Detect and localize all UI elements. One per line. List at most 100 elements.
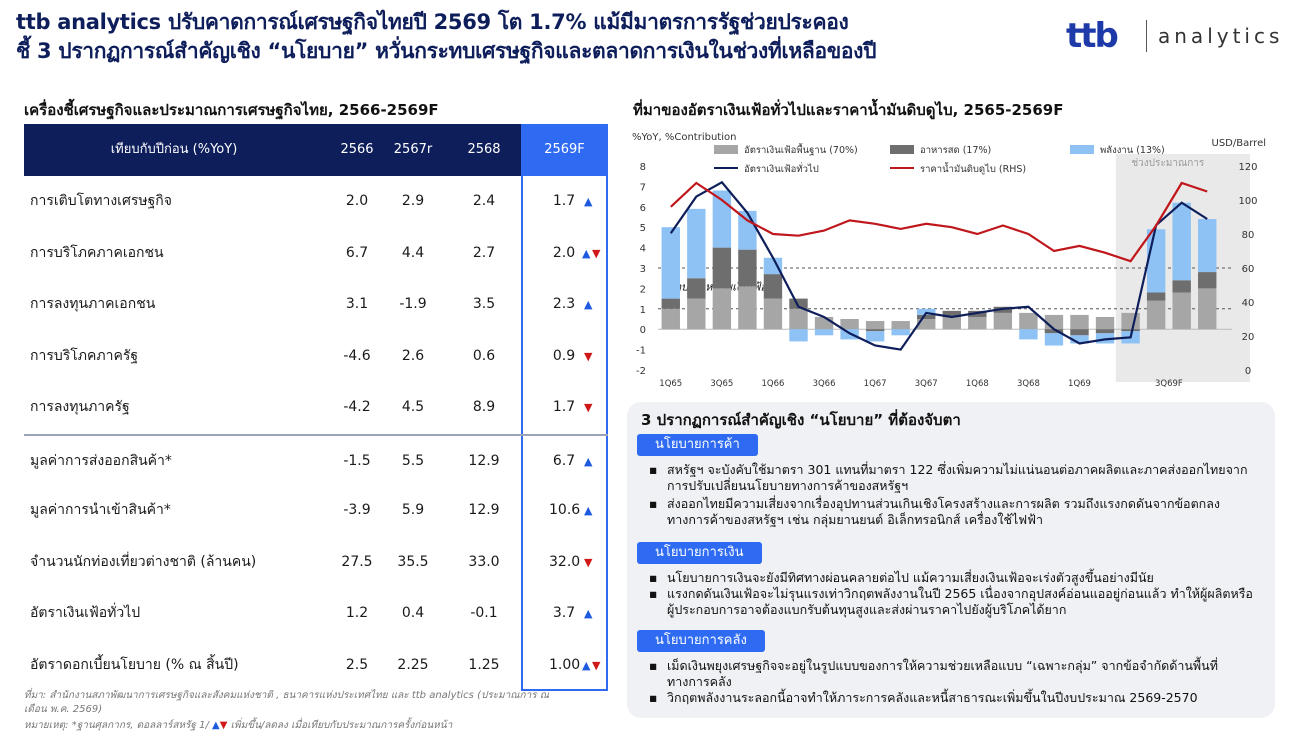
cell-2567r: 4.5 — [401, 399, 425, 415]
revision-up-icon: ▲ — [584, 195, 593, 208]
legend-label: อัตราเงินเฟ้อทั่วไป — [744, 162, 819, 175]
bar-segment — [865, 331, 885, 342]
header-cell-2567r: 2567r — [393, 142, 433, 157]
legend-label: อัตราเงินเฟ้อพื้นฐาน (70%) — [744, 143, 858, 156]
revision-up-icon: ▲ — [582, 246, 591, 260]
footnote-note-suffix: เพิ่มขึ้น/ลดลง เมื่อเทียบกับประมาณการครั… — [230, 720, 453, 731]
cell-2568: 33.0 — [468, 553, 500, 570]
left-tick-label: 8 — [640, 162, 646, 173]
revision-down-icon: ▼ — [584, 349, 593, 363]
row-label: มูลค่าการนำเข้าสินค้า* — [30, 502, 171, 518]
bar-segment — [993, 312, 1013, 330]
policy-bullet: ▪ เม็ดเงินพยุงเศรษฐกิจจะอยู่ในรูปแบบของกา… — [649, 658, 1259, 690]
cell-2569f: 1.7 — [552, 399, 576, 415]
inflation-oil-chart: ช่วงประมาณการ %YoY, %Contribution USD/Barr… — [632, 132, 1266, 389]
left-tick-label: 5 — [640, 223, 646, 234]
bar-segment — [687, 208, 706, 279]
bar-segment — [1146, 229, 1166, 293]
policy-bullet-text: สหรัฐฯ จะบังคับใช้มาตรา 301 แทนที่มาตรา … — [667, 462, 1248, 493]
right-tick-label: 100 — [1238, 196, 1257, 207]
bar-segment — [891, 321, 910, 330]
table-row: การบริโภคภาคเอกชน 6.7 4.4 2.7 2.0 ▲ ▼ — [24, 228, 608, 280]
legend-swatch — [714, 145, 738, 154]
row-label: อัตราดอกเบี้ยนโยบาย (% ณ สิ้นปี) — [30, 656, 239, 673]
row-label: มูลค่าการส่งออกสินค้า* — [30, 452, 172, 469]
policy-bullet: ▪ แรงกดดันเงินเฟ้อจะไม่รุนแรงเท่าวิกฤตพลั… — [649, 586, 1259, 618]
bar-segment — [763, 257, 783, 275]
bar-segment — [1172, 202, 1191, 281]
bar-segment — [891, 329, 910, 336]
bar-segment — [968, 316, 987, 330]
bar-segment — [1198, 219, 1217, 273]
left-tick-label: 4 — [640, 244, 646, 255]
left-tick-label: 7 — [640, 182, 646, 193]
page-title-line-2: ชี้ 3 ปรากฏการณ์สำคัญเชิง “นโยบาย” หวั่น… — [16, 39, 877, 63]
table-row: จำนวนนักท่องเที่ยวต่างชาติ (ล้านคน) 27.5 3… — [24, 537, 608, 589]
policy-bullet: ▪ ส่งออกไทยมีความเสี่ยงจากเรื่องอุปทานส่ว… — [649, 496, 1259, 528]
right-tick-label: 120 — [1238, 162, 1257, 173]
policy-tag: นโยบายการคลัง — [637, 630, 765, 652]
bar-segment — [814, 316, 834, 330]
oil-price-line — [670, 181, 1208, 263]
cell-2569f: 10.6 — [549, 502, 581, 518]
revision-up-icon: ▲ — [584, 298, 593, 311]
left-tick-label: 0 — [640, 325, 646, 336]
cell-2569f: 0.9 — [552, 347, 576, 364]
bar-segment — [1070, 314, 1089, 330]
cell-2567r: 2.9 — [401, 193, 425, 209]
x-tick-label: 3Q66 — [813, 379, 836, 389]
x-tick-label: 1Q65 — [659, 379, 682, 389]
table-header: เทียบกับปีก่อน (%YoY) 2566 2567r 2568 25… — [24, 124, 608, 176]
cell-2567r: 2.6 — [401, 347, 425, 364]
logo-subtext: analytics — [1158, 24, 1284, 48]
bar-segment — [789, 298, 808, 309]
policy-bullet-text: ส่งออกไทยมีความเสี่ยงจากเรื่องอุปทานส่วน… — [667, 496, 1221, 527]
bar-segment — [712, 288, 732, 330]
table-row: อัตราเงินเฟ้อทั่วไป 1.2 0.4 -0.1 3.7 ▲ — [24, 588, 608, 640]
ttb-analytics-logo: ttb analytics — [1066, 18, 1296, 58]
cell-2568: 1.25 — [468, 656, 500, 673]
cell-2566: -3.9 — [343, 502, 371, 518]
left-tick-label: 6 — [640, 203, 646, 214]
x-tick-label: 3Q69F — [1155, 379, 1183, 389]
cell-2566: 27.5 — [341, 553, 373, 570]
table-row: มูลค่าการนำเข้าสินค้า* -3.9 5.9 12.9 10.6 ▲ — [24, 485, 608, 537]
x-tick-label: 1Q69 — [1068, 379, 1091, 389]
header-cell-2566: 2566 — [340, 142, 374, 157]
cell-2566: 6.7 — [345, 244, 369, 261]
bar-segment — [1198, 272, 1217, 289]
left-tick-label: 2 — [640, 284, 646, 295]
revision-down-icon: ▼ — [584, 401, 593, 414]
economic-forecast-table: เทียบกับปีก่อน (%YoY) 2566 2567r 2568 25… — [24, 124, 608, 691]
cell-2566: 1.2 — [345, 605, 369, 621]
bar-segment — [1019, 329, 1038, 340]
x-tick-label: 1Q67 — [864, 379, 887, 389]
bar-segment — [1198, 288, 1217, 330]
policy-bullet: ▪ วิกฤตพลังงานระลอกนี้อาจทำให้ภาระการคลัง… — [649, 690, 1259, 706]
logo-brand: ttb — [1066, 16, 1119, 56]
cell-2567r: 0.4 — [401, 605, 425, 621]
cell-2566: 3.1 — [345, 296, 369, 312]
footnote-source-2: เดือน พ.ค. 2569) — [24, 704, 103, 715]
bar-segment — [1044, 314, 1064, 330]
row-label: จำนวนนักท่องเที่ยวต่างชาติ (ล้านคน) — [30, 553, 257, 570]
policy-tag: นโยบายการเงิน — [637, 542, 762, 564]
cell-2568: 3.5 — [472, 296, 496, 312]
bar-segment — [1070, 335, 1089, 344]
bar-segment — [712, 247, 732, 289]
cell-2568: 8.9 — [472, 399, 496, 415]
table-row: การลงทุนภาครัฐ -4.2 4.5 8.9 1.7 ▼ — [24, 382, 608, 434]
bar-segment — [738, 210, 757, 250]
bar-segment — [942, 316, 961, 330]
bar-segment — [738, 286, 757, 330]
policy-bullet: ▪ สหรัฐฯ จะบังคับใช้มาตรา 301 แทนที่มาตรา… — [649, 462, 1259, 494]
left-tick-label: -2 — [636, 366, 646, 377]
cell-2569f: 2.3 — [552, 296, 576, 312]
bar-segment — [1095, 329, 1115, 334]
bullet-marker-icon: ▪ — [649, 570, 658, 585]
row-label: การบริโภคภาคเอกชน — [30, 244, 164, 261]
cell-2566: 2.0 — [345, 193, 369, 209]
policy-bullet-text: วิกฤตพลังงานระลอกนี้อาจทำให้ภาระการคลังแ… — [667, 690, 1198, 705]
bar-segment — [738, 249, 757, 287]
revision-down-icon: ▼ — [584, 555, 593, 569]
